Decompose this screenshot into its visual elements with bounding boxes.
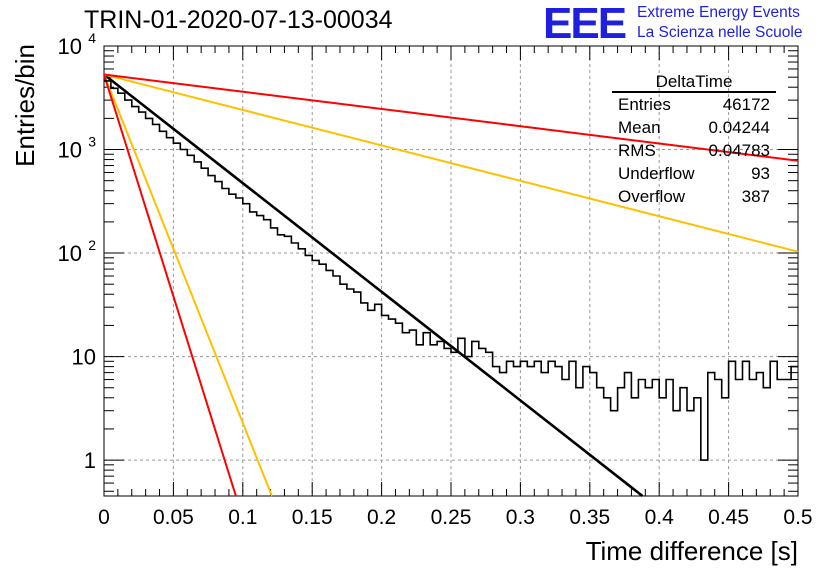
y-tick-label: 10: [58, 138, 82, 163]
stats-row-mean: Mean 0.04244: [612, 116, 776, 139]
y-tick-label: 10: [58, 34, 82, 59]
stats-box: DeltaTime Entries 46172 Mean 0.04244 RMS…: [612, 72, 776, 208]
stats-label: Overflow: [618, 187, 686, 206]
chart-title: TRIN-01-2020-07-13-00034: [84, 6, 393, 34]
x-tick-label: 0.1: [228, 506, 257, 529]
x-tick-label: 0.4: [645, 506, 675, 529]
stats-label: Entries: [618, 95, 671, 114]
y-tick-label: 1: [84, 448, 96, 473]
x-tick-label: 0.3: [506, 506, 535, 529]
stats-label: RMS: [618, 141, 656, 160]
x-tick-label: 0.05: [153, 506, 194, 529]
fit-lines: [103, 73, 799, 498]
stats-value: 387: [741, 187, 770, 206]
fit-line-3: [103, 74, 273, 497]
fit-line-1: [103, 73, 799, 253]
y-axis: 1 10 10 2 10 3 10 4: [58, 30, 798, 492]
logo-caption: Extreme Energy Events La Scienza nelle S…: [637, 3, 802, 43]
y-tick-label: 10: [58, 241, 82, 266]
x-tick-label: 0.25: [431, 506, 472, 529]
x-axis: 0 0.05 0.1 0.15 0.2 0.25 0.3 0.35 0.4 0.45 0.5: [98, 46, 813, 529]
fit-line-4: [103, 74, 237, 497]
histogram: [104, 80, 798, 461]
fit-line-0: [103, 73, 644, 498]
stats-title: DeltaTime: [612, 72, 776, 93]
x-tick-label: 0: [98, 506, 110, 529]
x-axis-label: Time difference [s]: [586, 536, 798, 566]
x-tick-label: 0.35: [569, 506, 610, 529]
logo-line-2: La Scienza nelle Scuole: [637, 24, 803, 41]
logo-line-1: Extreme Energy Events: [637, 4, 800, 21]
x-tick-label: 0.15: [292, 506, 333, 529]
fit-line-2: [103, 73, 799, 162]
y-tick-exponent: 4: [88, 30, 96, 46]
x-tick-label: 0.45: [708, 506, 749, 529]
stats-row-entries: Entries 46172: [612, 93, 776, 116]
y-tick-exponent: 2: [88, 237, 96, 253]
stats-row-underflow: Underflow 93: [612, 162, 776, 185]
y-axis-label: Entries/bin: [10, 44, 40, 167]
stats-value: 46172: [722, 95, 770, 114]
stats-label: Underflow: [618, 164, 695, 183]
grid: [104, 46, 798, 496]
stats-value: 0.04783: [708, 141, 770, 160]
y-tick-exponent: 3: [88, 134, 96, 150]
x-tick-label: 0.2: [367, 506, 396, 529]
stats-row-rms: RMS 0.04783: [612, 139, 776, 162]
stats-row-overflow: Overflow 387: [612, 185, 776, 208]
x-tick-label: 0.5: [783, 506, 812, 529]
eee-logo: EEE: [543, 0, 627, 48]
y-tick-label: 10: [72, 345, 96, 370]
stats-value: 0.04244: [708, 118, 770, 137]
stats-value: 93: [751, 164, 770, 183]
stats-label: Mean: [618, 118, 661, 137]
